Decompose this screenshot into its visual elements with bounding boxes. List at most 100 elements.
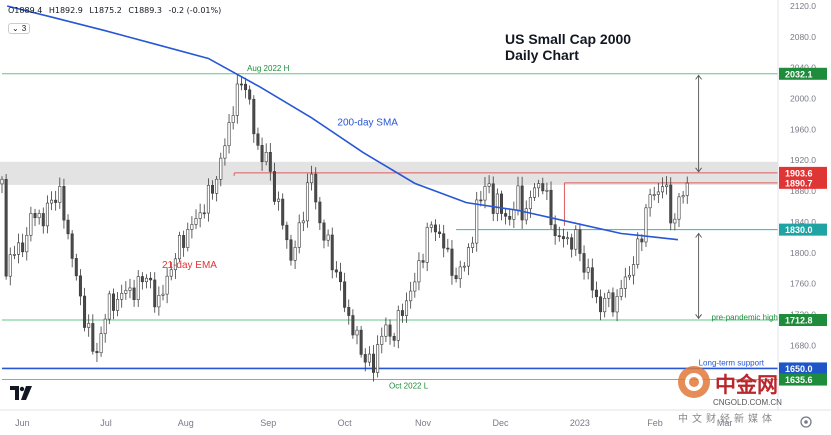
candle <box>120 284 124 308</box>
ohlc-open: O1889.4 <box>8 6 43 15</box>
candle <box>37 209 41 225</box>
candle <box>78 269 82 306</box>
candle <box>483 177 487 209</box>
indicator-count: 3 <box>21 24 27 33</box>
candle <box>161 284 165 301</box>
candle <box>405 292 409 323</box>
candle <box>99 326 103 357</box>
time-tick-label: Feb <box>647 418 663 428</box>
candle <box>438 224 442 238</box>
candle <box>227 113 231 154</box>
candle <box>545 182 549 201</box>
candle <box>103 313 107 343</box>
ohlc-change: -0.2 (-0.01%) <box>168 6 222 15</box>
price-tick-label: 1840.0 <box>790 217 816 227</box>
candle <box>619 279 623 301</box>
candle <box>599 289 603 321</box>
candle <box>223 138 227 166</box>
price-axis[interactable]: 1640.01680.01720.01760.01800.01840.01880… <box>779 1 827 386</box>
candle <box>400 303 404 323</box>
candle <box>107 290 111 325</box>
price-tick-label: 2120.0 <box>790 1 816 11</box>
candle <box>186 222 190 252</box>
candle <box>479 190 483 207</box>
sma200-line <box>6 5 679 241</box>
ohlc-high: H1892.9 <box>48 6 83 15</box>
level-price-label-3: 1830.0 <box>785 225 813 235</box>
candle <box>334 261 338 278</box>
chevron-down-icon: ⌄ <box>12 24 19 33</box>
candle <box>83 287 87 332</box>
level-text-6: Oct 2022 L <box>389 382 429 391</box>
candle <box>330 227 334 279</box>
candle <box>211 180 215 200</box>
candle <box>268 143 272 181</box>
candle <box>660 177 664 199</box>
candle <box>66 214 70 240</box>
candle <box>343 272 347 313</box>
level-text-0: Aug 2022 H <box>247 64 289 73</box>
level-price-badge-1 <box>779 166 827 179</box>
time-tick-label: Aug <box>178 418 194 428</box>
candle <box>169 262 173 281</box>
candle <box>264 143 268 166</box>
candle <box>471 236 475 254</box>
candle <box>260 137 264 171</box>
price-tick-label: 2040.0 <box>790 63 816 73</box>
candle <box>256 127 260 150</box>
candle <box>165 267 169 304</box>
candle <box>561 228 565 248</box>
chart-title-line2: Daily Chart <box>505 47 579 63</box>
candle <box>640 234 644 252</box>
candle <box>182 230 186 257</box>
candle <box>0 176 4 194</box>
time-axis[interactable]: Jun Jul Aug Sep Oct Nov Dec 2023 Feb Mar <box>15 418 732 428</box>
level-price-label-1: 1903.6 <box>785 168 813 178</box>
candle <box>326 229 330 247</box>
candles-layer <box>0 74 689 382</box>
time-tick-label: Dec <box>492 418 509 428</box>
candle <box>74 253 78 281</box>
time-tick-label: Mar <box>717 418 733 428</box>
candle <box>136 270 140 307</box>
settings-gear-icon[interactable] <box>800 416 812 428</box>
candle <box>355 325 359 345</box>
candle <box>656 183 660 203</box>
ohlc-low: L1875.2 <box>89 6 122 15</box>
indicators-toggle[interactable]: ⌄ 3 <box>8 23 31 34</box>
candle <box>62 178 66 229</box>
candle <box>376 335 380 378</box>
watermark-site: CNGOLD.COM.CN <box>713 398 782 407</box>
candle <box>396 305 400 349</box>
measure-arrow-1 <box>695 232 702 320</box>
candle <box>669 177 673 231</box>
candle <box>367 346 371 367</box>
price-tick-label: 1960.0 <box>790 124 816 134</box>
candle <box>293 240 297 270</box>
candle <box>95 342 99 362</box>
candle <box>190 216 194 239</box>
tradingview-logo-icon[interactable] <box>10 386 32 400</box>
candle <box>338 262 342 291</box>
price-tick-label: 2000.0 <box>790 94 816 104</box>
candle <box>132 279 136 307</box>
level-text-5: Long-term support <box>699 358 765 367</box>
candle <box>533 183 537 201</box>
candle <box>491 176 495 222</box>
candle <box>202 204 206 219</box>
candle <box>87 314 91 337</box>
candle <box>4 174 8 280</box>
candle <box>297 214 301 254</box>
plot-background <box>0 0 778 410</box>
watermark-logo-icon <box>678 366 710 398</box>
time-tick-label: Jun <box>15 418 30 428</box>
candle <box>54 190 58 211</box>
candle <box>45 195 49 234</box>
candle <box>636 232 640 269</box>
candle <box>578 223 582 262</box>
candle <box>685 176 689 204</box>
candle <box>627 266 631 281</box>
candle <box>149 272 153 289</box>
